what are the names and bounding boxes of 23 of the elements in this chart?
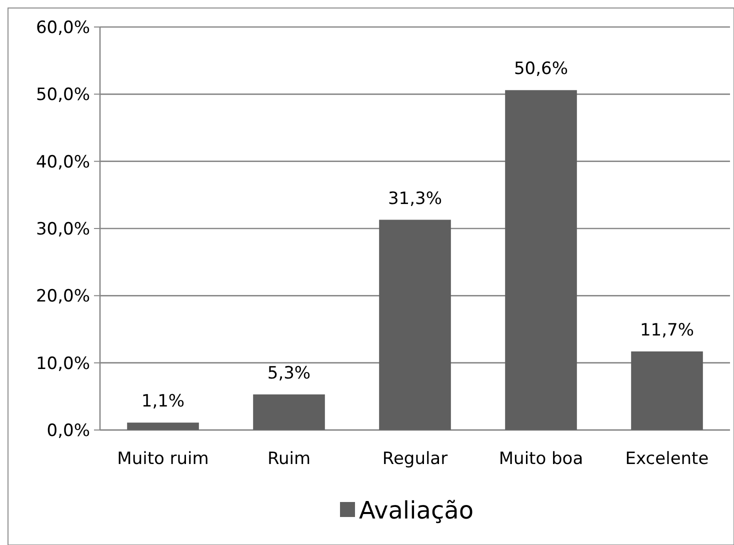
y-tick-label: 0,0% xyxy=(46,420,90,441)
bar xyxy=(127,422,199,430)
data-label: 31,3% xyxy=(388,188,442,209)
x-tick-label: Muito ruim xyxy=(117,449,209,469)
data-label: 11,7% xyxy=(640,320,694,340)
bar xyxy=(631,351,703,430)
bar xyxy=(505,90,577,430)
bar xyxy=(253,394,325,430)
data-label: 5,3% xyxy=(267,363,311,384)
x-tick-label: Excelente xyxy=(625,449,709,469)
y-tick-label: 20,0% xyxy=(36,286,90,307)
y-tick-label: 50,0% xyxy=(36,85,90,106)
x-tick-label: Muito boa xyxy=(498,449,584,469)
y-tick-label: 40,0% xyxy=(36,152,90,172)
data-label: 1,1% xyxy=(141,392,185,412)
bar xyxy=(379,220,451,430)
y-tick-label: 10,0% xyxy=(36,354,90,374)
legend-label: Avaliação xyxy=(359,496,474,524)
x-tick-label: Regular xyxy=(382,449,448,469)
x-tick-label: Ruim xyxy=(267,449,311,469)
y-tick-label: 60,0% xyxy=(36,18,90,38)
y-tick-label: 30,0% xyxy=(36,219,90,240)
data-label: 50,6% xyxy=(514,59,568,80)
